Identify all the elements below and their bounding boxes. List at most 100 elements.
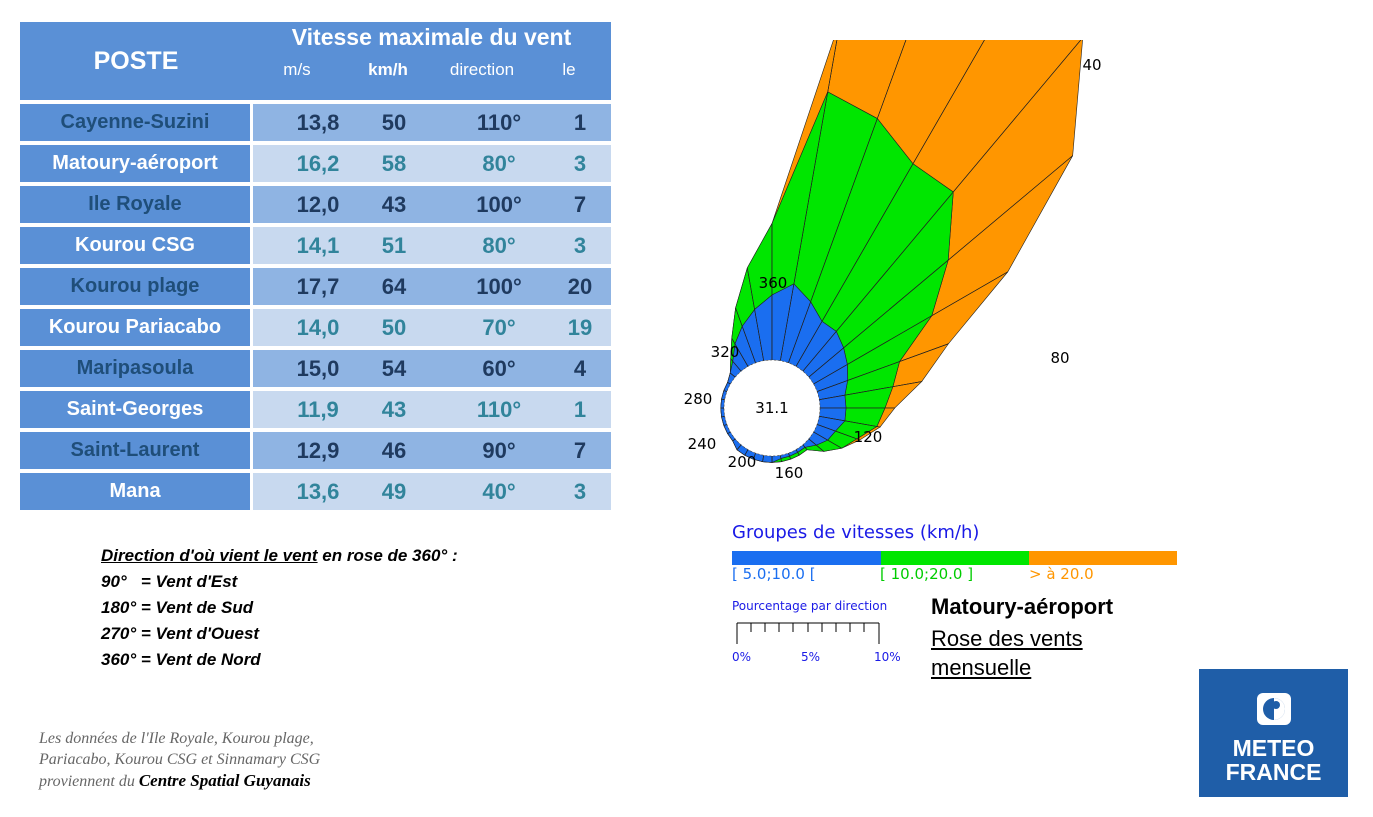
cell-kmh: 43 [381, 191, 407, 217]
table-row: Mana 13,6 49 40° 3 [20, 473, 611, 510]
speed-group-swatch [881, 551, 1029, 565]
table-row: Saint-Laurent 12,9 46 90° 7 [20, 432, 611, 469]
rose-radial-line [813, 271, 1008, 385]
rose-radial-line [817, 343, 949, 392]
percent-scale-bar [736, 622, 880, 644]
row-background [253, 473, 611, 510]
rose-radial-line [732, 438, 736, 442]
cell-day: 4 [573, 355, 587, 381]
cell-day: 19 [567, 314, 593, 340]
cell-kmh: 54 [381, 355, 407, 381]
cell-ms: 15,0 [296, 355, 340, 381]
rose-radial-line [817, 424, 860, 441]
row-background [253, 432, 611, 469]
rose-radial-line [819, 381, 922, 400]
speed-groups-title: Groupes de vitesses (km/h) [732, 522, 980, 543]
rose-radial-line [721, 416, 725, 418]
direction-legend-line: 270° = Vent d'Ouest [101, 624, 260, 643]
cell-direction: 70° [482, 314, 516, 340]
rose-radial-line [788, 453, 791, 460]
cell-direction: 80° [482, 232, 516, 258]
station-name: Cayenne-Suzini [20, 104, 250, 141]
direction-legend-line: 180° = Vent de Sud [101, 598, 254, 617]
station-name: Kourou Pariacabo [20, 309, 250, 346]
row-background [253, 227, 611, 264]
cell-direction: 110° [476, 109, 522, 135]
table-row: Saint-Georges 11,9 43 110° 1 [20, 391, 611, 428]
cell-kmh: 58 [381, 150, 407, 176]
station-name: Mana [20, 473, 250, 510]
row-background [253, 350, 611, 387]
station-name: Matoury-aéroport [20, 145, 250, 182]
percent-scale-label: 0% [732, 650, 752, 664]
rose-radial-line [808, 155, 1073, 378]
station-name: Saint-Georges [20, 391, 250, 428]
cell-kmh: 46 [381, 437, 407, 463]
rose-radial-line [753, 453, 756, 460]
speed-group-label: > à 20.0 [1029, 565, 1094, 583]
rose-caption-line: mensuelle [931, 655, 1032, 680]
cell-day: 7 [573, 437, 587, 463]
station-name: Saint-Laurent [20, 432, 250, 469]
station-name: Maripasoula [20, 350, 250, 387]
row-background [253, 309, 611, 346]
rose-radial-line [808, 438, 824, 452]
table-row: Kourou CSG 14,1 51 80° 3 [20, 227, 611, 264]
rose-radial-line [795, 40, 985, 367]
station-name: Kourou plage [20, 268, 250, 305]
rose-radial-line [721, 398, 725, 400]
header-direction: direction [449, 60, 515, 79]
cell-day: 7 [573, 191, 587, 217]
source-bold: Centre Spatial Guyanais [138, 771, 311, 790]
cell-ms: 17,7 [296, 273, 340, 299]
rose-direction-label: 40 [1082, 56, 1101, 74]
rose-radial-line [762, 455, 764, 462]
row-background [253, 186, 611, 223]
cell-ms: 14,0 [296, 314, 340, 340]
cell-kmh: 43 [381, 396, 407, 422]
rose-radial-line [819, 416, 881, 428]
speed-group-swatch [732, 551, 881, 565]
header-station: POSTE [93, 46, 179, 75]
direction-legend: Direction d'où vient le vent en rose de … [101, 543, 458, 673]
cell-ms: 12,9 [296, 437, 340, 463]
rose-direction-label: 120 [854, 428, 883, 446]
cell-ms: 11,9 [297, 396, 339, 422]
table-row: Cayenne-Suzini 13,8 50 110° 1 [20, 104, 611, 141]
direction-legend-line: 90° = Vent d'Est [101, 572, 238, 591]
rose-station-name: Matoury-aéroport [931, 594, 1114, 619]
cell-ms: 12,0 [296, 191, 340, 217]
rose-radial-line [727, 382, 731, 385]
station-name: Ile Royale [20, 186, 250, 223]
meteo-france-logo: METEO FRANCE [1199, 669, 1348, 797]
cell-day: 3 [573, 478, 587, 504]
rose-direction-label: 280 [684, 390, 713, 408]
header-day: le [562, 60, 576, 79]
table-row: Kourou plage 17,7 64 100° 20 [20, 268, 611, 305]
rose-radial-line [802, 40, 1082, 372]
rose-radial-line [727, 431, 731, 434]
percent-scale-label: 10% [874, 650, 901, 664]
row-background [253, 268, 611, 305]
rose-direction-label: 360 [759, 274, 788, 292]
header-ms: m/s [283, 60, 311, 79]
cell-kmh: 49 [381, 478, 407, 504]
cell-kmh: 50 [381, 314, 407, 340]
cell-direction: 110° [476, 396, 522, 422]
direction-legend-suffix: en rose de 360° : [317, 546, 458, 565]
table-row: Ile Royale 12,0 43 100° 7 [20, 186, 611, 223]
cell-direction: 60° [482, 355, 516, 381]
rose-radial-line [780, 40, 838, 361]
cell-day: 20 [567, 273, 593, 299]
rose-direction-label: 160 [775, 464, 804, 482]
rose-radial-line [813, 431, 842, 449]
rose-caption: Rose des vents mensuelle [931, 624, 1083, 682]
meteo-france-emblem-icon [1257, 693, 1291, 725]
rose-center-label: 31.1 [755, 399, 788, 417]
rose-radial-line [802, 444, 808, 450]
rose-radial-line [736, 444, 742, 450]
cell-day: 3 [573, 150, 587, 176]
rose-radial-line [723, 390, 727, 392]
speed-group-swatch [1029, 551, 1177, 565]
source-line: Pariacabo, Kourou CSG et Sinnamary CSG [39, 751, 321, 768]
